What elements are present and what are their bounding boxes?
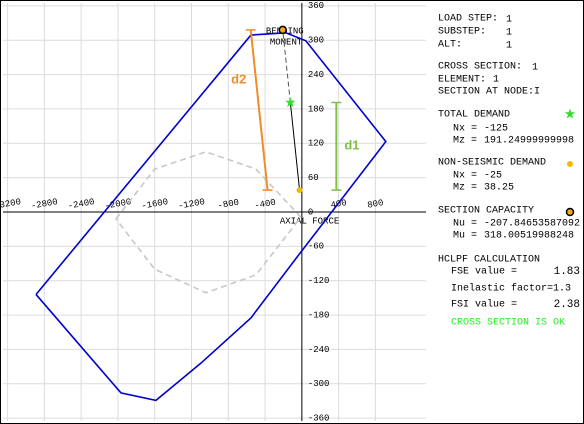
label: Mz = [453, 136, 477, 147]
y-tick-label: 240 [308, 70, 324, 80]
annotation: d1 [344, 138, 359, 153]
point-ring [565, 207, 575, 217]
value: 1.83 [554, 266, 580, 278]
label: Nx = [453, 124, 477, 135]
curve [115, 151, 302, 294]
info-panel: LOAD STEP: 1 SUBSTEP: 1 ALT: 1 CROSS SEC… [438, 14, 580, 329]
heading: TOTAL DEMAND [438, 110, 510, 121]
x-tick-label: -2800 [30, 197, 58, 212]
x-tick-label: 800 [367, 198, 385, 211]
value: 1 [493, 75, 499, 86]
demand-line [289, 102, 301, 191]
y-tick-label: -360 [308, 414, 330, 423]
label: LOAD STEP: [438, 14, 498, 25]
label: ELEMENT: [438, 75, 486, 86]
label: FSI value = [451, 299, 517, 311]
point-dot [567, 161, 573, 167]
label: FSE value = [451, 266, 517, 278]
label: Mz = [453, 183, 477, 194]
label: ALT: [438, 40, 462, 51]
point-ring [278, 25, 287, 35]
value: 191.24999999998 [484, 136, 574, 147]
value: 38.25 [484, 183, 514, 194]
value: 1 [506, 15, 512, 26]
y-tick-label: -240 [308, 345, 330, 355]
label: CROSS SECTION: [438, 62, 522, 73]
x-tick-label: -400 [254, 198, 277, 212]
label: Inelastic factor=1.3 [451, 283, 571, 295]
y-tick-label: -300 [308, 379, 330, 389]
value: -207.84653587092 [484, 219, 580, 230]
value: 1 [506, 41, 512, 52]
y-tick-label: 180 [308, 104, 324, 114]
point-dot [296, 187, 303, 194]
y-tick-label: 300 [308, 36, 324, 46]
y-tick-label: 0 [308, 207, 313, 217]
x-tick-label: -3200 [1, 197, 22, 212]
d2-bracket [249, 29, 269, 191]
annotation: d2 [231, 71, 246, 86]
value: 1 [506, 28, 512, 39]
label: SUBSTEP: [438, 27, 486, 38]
point-star [564, 108, 576, 119]
plot: -3200 -2800 -2400 -2000 -1600 -1200 -800 -400 40… [1, 1, 426, 423]
value: -125 [484, 124, 508, 135]
status: CROSS SECTION IS OK [451, 318, 565, 329]
y-tick-label: -120 [308, 276, 330, 286]
value: 1 [532, 63, 538, 74]
y-axis-label: MOMENT [270, 37, 303, 47]
value: -25 [484, 171, 502, 182]
x-axis-label: AXIAL FORCE [280, 216, 339, 226]
heading: HCLPF CALCULATION [438, 255, 540, 266]
label: Nu = [453, 219, 477, 230]
y-tick-label: -180 [308, 310, 330, 320]
y-tick-label: 60 [308, 173, 319, 183]
x-tick-label: -1200 [177, 197, 205, 212]
heading: NON-SEISMIC DEMAND [438, 158, 546, 169]
value: 2.38 [554, 299, 580, 311]
y-tick-label: 120 [308, 139, 324, 149]
value: 318.00519988248 [484, 231, 574, 242]
x-tick-label: -1600 [141, 197, 169, 212]
label: Mu = [453, 231, 477, 242]
heading: SECTION CAPACITY [438, 206, 534, 217]
label: Nx = [453, 171, 477, 182]
y-tick-label: -60 [308, 242, 324, 252]
curve [35, 31, 387, 402]
x-tick-label: 400 [330, 198, 348, 211]
y-tick-label: 360 [308, 1, 324, 11]
capacity-line [282, 29, 291, 103]
label: SECTION AT NODE:I [438, 87, 540, 98]
point-star [285, 96, 296, 107]
x-tick-label: -800 [217, 198, 240, 212]
x-tick-label: -2400 [67, 197, 95, 212]
